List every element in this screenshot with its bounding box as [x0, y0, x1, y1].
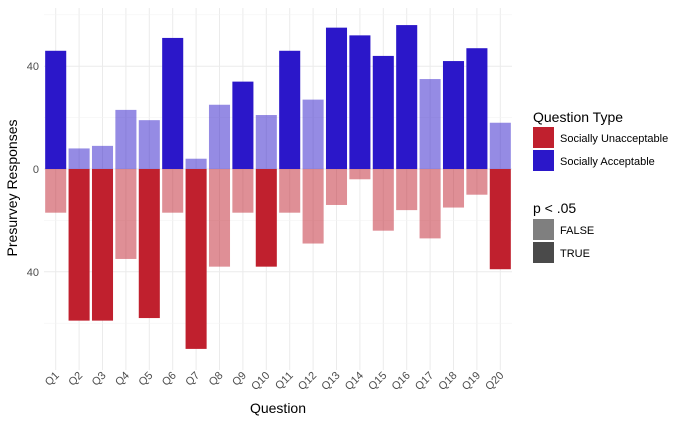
- bar-q11-acceptable: [279, 50, 301, 169]
- x-tick-label: Q4: [113, 370, 132, 389]
- bar-q3-unacceptable: [91, 169, 114, 321]
- legend-fill-title: Question Type: [533, 109, 623, 125]
- bar-q6-acceptable: [162, 37, 184, 170]
- bar-q16-acceptable: [396, 25, 418, 169]
- x-tick-label: Q19: [460, 370, 483, 393]
- bar-q10-unacceptable: [255, 169, 277, 267]
- bar-q4-unacceptable: [115, 169, 137, 259]
- x-tick-label: Q1: [43, 370, 62, 389]
- bar-q2-acceptable: [68, 148, 90, 169]
- y-axis-title: Presurvey Responses: [4, 120, 20, 257]
- x-tick-label: Q7: [183, 370, 202, 389]
- bar-q7-unacceptable: [185, 169, 207, 349]
- y-tick-label: 40: [27, 61, 39, 73]
- y-axis: 40 0 40: [27, 61, 39, 279]
- bar-q20-unacceptable: [489, 169, 511, 270]
- legend-fill-key: [533, 127, 554, 148]
- bar-q8-acceptable: [208, 104, 231, 169]
- x-tick-label: Q14: [343, 370, 366, 393]
- bar-q18-acceptable: [442, 61, 465, 170]
- x-tick-label: Q2: [66, 370, 85, 389]
- x-axis: Q1 Q2 Q3 Q4 Q5 Q6 Q7 Q8 Q9 Q10 Q11 Q12 Q13 Q14 Q15 Q16 Q…: [43, 370, 506, 393]
- bar-q12-unacceptable: [302, 169, 324, 244]
- bar-q12-acceptable: [302, 99, 324, 169]
- bar-q15-acceptable: [372, 55, 394, 169]
- x-tick-label: Q13: [319, 370, 342, 393]
- x-tick-label: Q20: [483, 370, 506, 393]
- bar-q3-acceptable: [91, 145, 114, 169]
- bar-q6-unacceptable: [162, 169, 184, 213]
- legend-fill-label: Socially Unacceptable: [560, 133, 668, 145]
- bar-q14-unacceptable: [349, 169, 371, 180]
- x-tick-label: Q8: [207, 370, 226, 389]
- bar-q15-unacceptable: [372, 169, 394, 231]
- bar-q1-acceptable: [45, 50, 67, 169]
- bar-q13-unacceptable: [325, 169, 348, 205]
- x-tick-label: Q12: [296, 370, 319, 393]
- bar-q19-unacceptable: [466, 169, 488, 195]
- bar-q5-unacceptable: [138, 169, 160, 319]
- legend-alpha-title: p < .05: [533, 200, 576, 216]
- x-tick-label: Q3: [90, 370, 109, 389]
- y-tick-label: 40: [27, 267, 39, 279]
- bar-q10-acceptable: [255, 115, 277, 169]
- bar-q14-acceptable: [349, 35, 371, 169]
- bar-q2-unacceptable: [68, 169, 90, 321]
- bar-q16-unacceptable: [396, 169, 418, 211]
- bar-q9-acceptable: [232, 81, 254, 169]
- legend-fill-label: Socially Acceptable: [560, 156, 655, 168]
- x-tick-label: Q9: [230, 370, 249, 389]
- bar-q17-unacceptable: [419, 169, 441, 239]
- bar-q18-unacceptable: [442, 169, 465, 208]
- legend: Question Type Socially Unacceptable Socia…: [533, 109, 668, 263]
- x-tick-label: Q15: [366, 370, 389, 393]
- legend-fill-key: [533, 150, 554, 171]
- legend-alpha-label: FALSE: [560, 225, 594, 237]
- bars: [45, 25, 511, 349]
- legend-alpha-key: [533, 242, 554, 263]
- x-tick-label: Q6: [160, 370, 179, 389]
- legend-alpha-key: [533, 219, 554, 240]
- y-tick-label: 0: [33, 164, 39, 176]
- bar-q8-unacceptable: [208, 169, 231, 267]
- bar-q20-acceptable: [489, 122, 511, 169]
- bar-q13-acceptable: [325, 27, 348, 170]
- bar-q17-acceptable: [419, 79, 441, 169]
- bar-q11-unacceptable: [279, 169, 301, 213]
- bar-q19-acceptable: [466, 48, 488, 169]
- x-tick-label: Q10: [249, 370, 272, 393]
- x-tick-label: Q17: [413, 370, 436, 393]
- legend-alpha-label: TRUE: [560, 248, 590, 260]
- bar-q4-acceptable: [115, 109, 137, 169]
- x-tick-label: Q16: [390, 370, 413, 393]
- bar-q9-unacceptable: [232, 169, 254, 213]
- bar-q5-acceptable: [138, 120, 160, 169]
- bar-q7-acceptable: [185, 158, 207, 169]
- x-tick-label: Q18: [436, 370, 459, 393]
- x-tick-label: Q11: [273, 370, 296, 393]
- bar-q1-unacceptable: [45, 169, 67, 213]
- x-axis-title: Question: [250, 400, 306, 416]
- x-tick-label: Q5: [137, 370, 156, 389]
- grid: [44, 8, 512, 370]
